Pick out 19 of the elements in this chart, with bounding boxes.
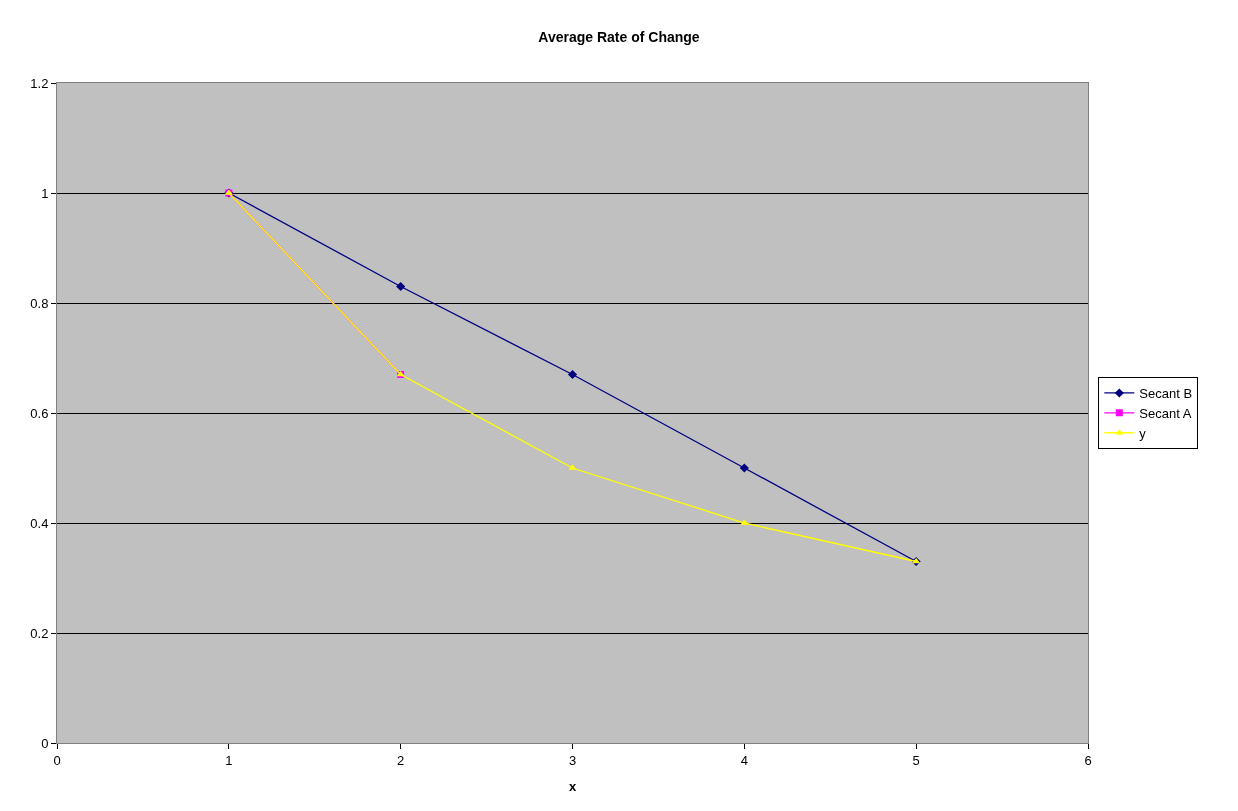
x-tick-label: 1 bbox=[225, 752, 233, 768]
x-tick-label: 4 bbox=[740, 752, 748, 768]
chart-title: Average Rate of Change bbox=[538, 29, 700, 46]
legend-label: Secant A bbox=[1139, 405, 1192, 421]
y-tick-label: 0.6 bbox=[30, 405, 49, 421]
y-tick-label: 0.4 bbox=[30, 515, 49, 531]
y-tick-label: 0.8 bbox=[30, 295, 49, 311]
y-tick-label: 1.2 bbox=[30, 75, 49, 91]
x-tick-label: 6 bbox=[1084, 752, 1092, 768]
x-axis-title: x bbox=[568, 779, 577, 795]
x-tick-label: 0 bbox=[53, 752, 61, 768]
x-tick-label: 2 bbox=[397, 752, 405, 768]
x-tick-label: 3 bbox=[568, 752, 577, 768]
y-tick-label: 0 bbox=[41, 735, 49, 751]
y-tick-label: 0.2 bbox=[30, 625, 49, 641]
x-tick-label: 5 bbox=[912, 752, 920, 768]
legend-label: Secant B bbox=[1139, 386, 1193, 402]
y-tick-label: 1 bbox=[41, 185, 49, 201]
legend-label: y bbox=[1139, 425, 1147, 441]
